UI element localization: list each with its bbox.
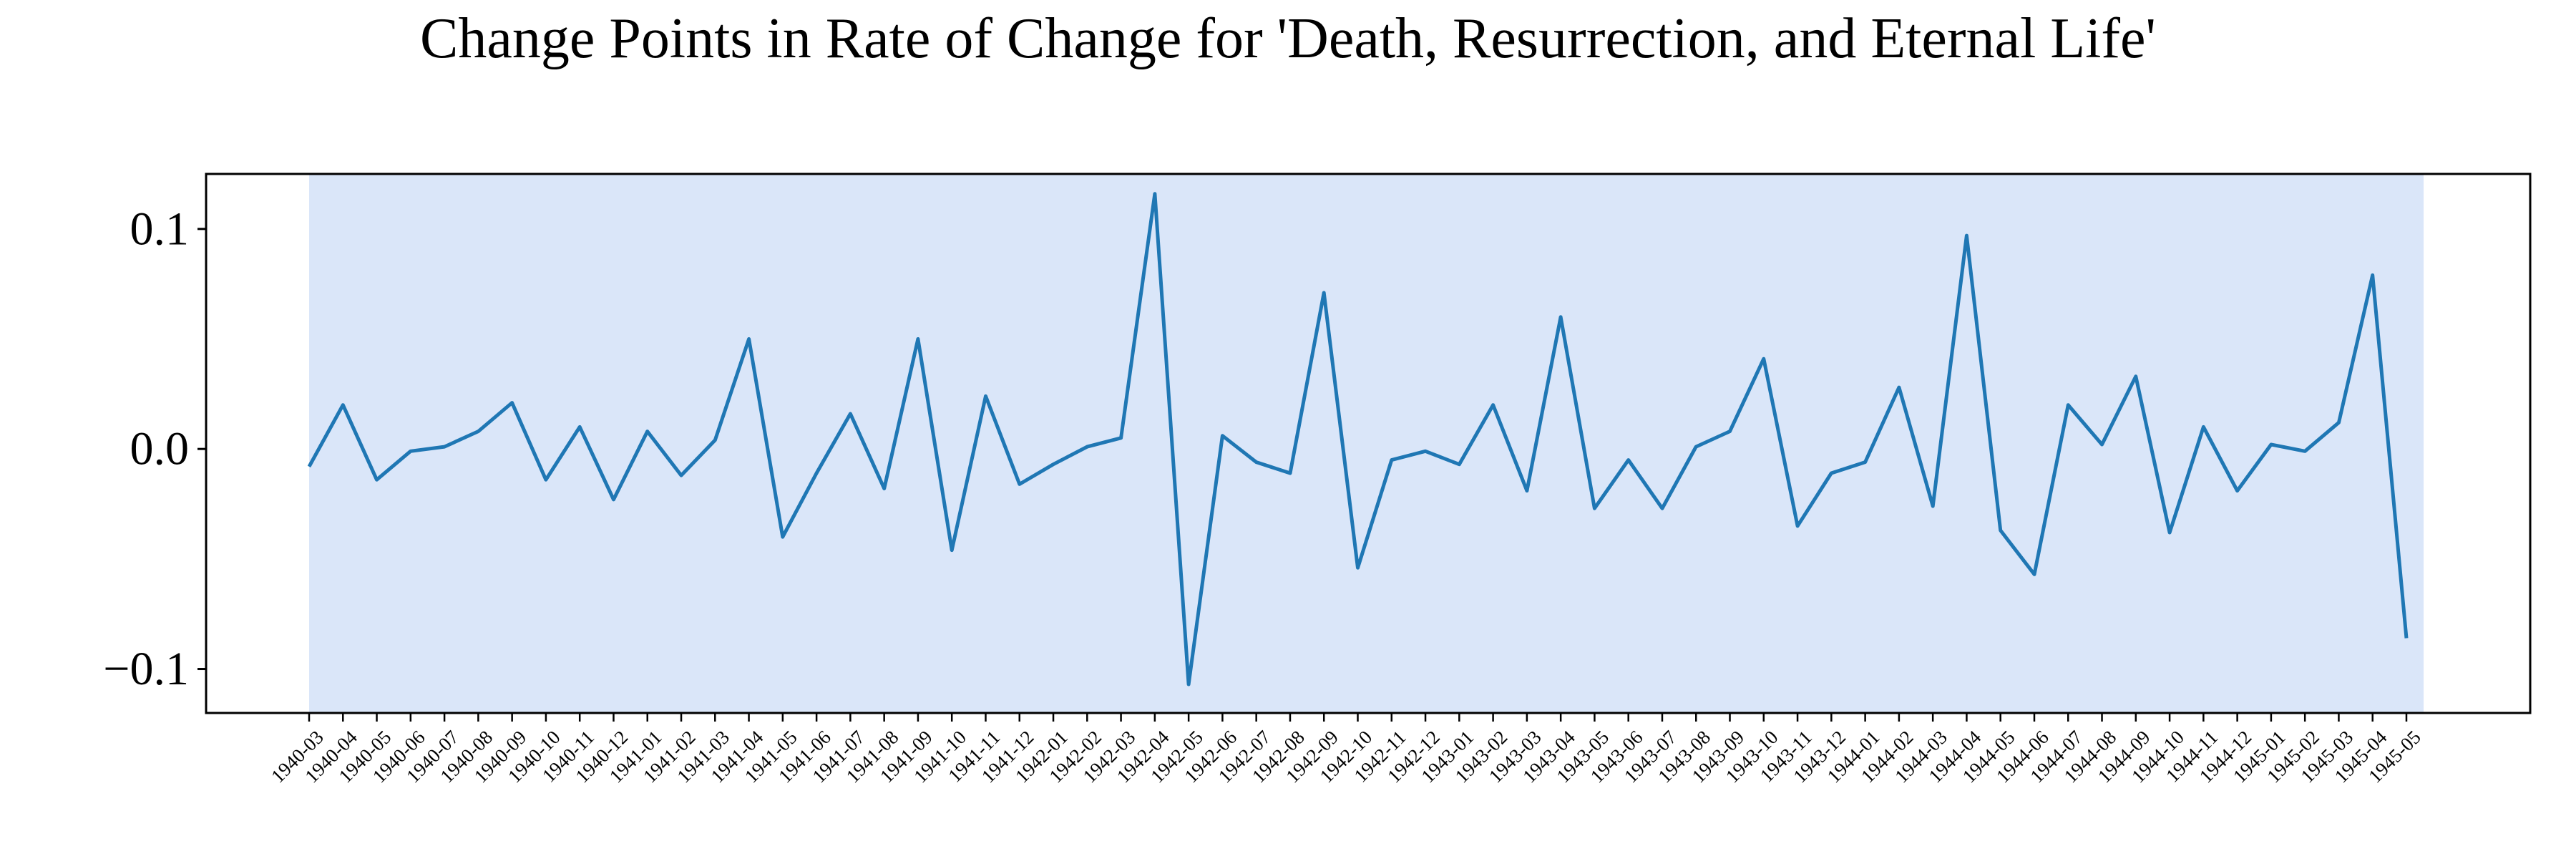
- chart-title: Change Points in Rate of Change for 'Dea…: [420, 7, 2156, 70]
- y-tick-label: −0.1: [103, 643, 189, 695]
- shaded-region: [309, 174, 2424, 713]
- x-axis: 1940-031940-041940-051940-061940-071940-…: [267, 713, 2425, 787]
- plot-frame: [205, 173, 2532, 714]
- series-line: [307, 192, 2409, 686]
- y-tick-label: 0.1: [130, 203, 190, 255]
- y-axis: 0.1 0.0 −0.1: [103, 203, 206, 695]
- y-tick-label: 0.0: [130, 423, 190, 475]
